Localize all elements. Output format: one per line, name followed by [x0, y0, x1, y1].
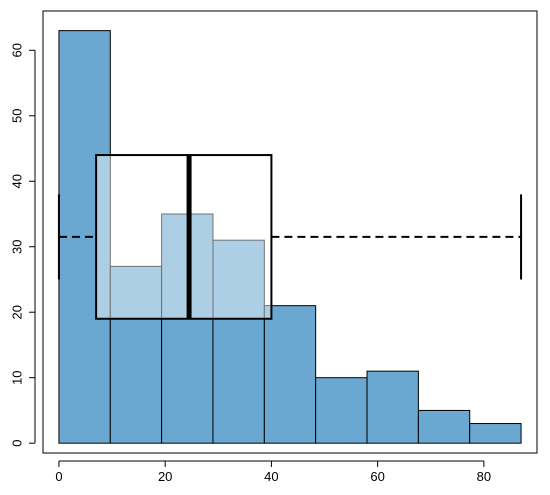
boxplot-overlay: [57, 154, 523, 320]
y-tick-label-3: 30: [9, 239, 24, 253]
y-axis: 0 10 20 30 40 50 60: [9, 43, 36, 447]
x-tick-label-4: 80: [477, 469, 491, 484]
y-tick-label-4: 40: [9, 174, 24, 188]
histogram-bar-1: [58, 30, 111, 444]
y-tick-label-2: 20: [9, 305, 24, 319]
x-tick-label-3: 60: [370, 469, 384, 484]
y-tick-label-5: 50: [9, 109, 24, 123]
x-axis: 0 20 40 60 80: [55, 460, 491, 484]
boxplot-iqr-box: [95, 154, 273, 320]
histogram-bar-7: [366, 370, 419, 444]
histogram-bar-8: [417, 409, 471, 444]
y-tick-label-0: 0: [9, 440, 24, 447]
y-tick-label-1: 10: [9, 370, 24, 384]
histogram-bar-9: [469, 423, 522, 444]
x-tick-label-2: 40: [264, 469, 278, 484]
histogram-bar-4: [212, 239, 265, 444]
histogram-bar-6: [315, 377, 368, 444]
plot-frame: [42, 10, 538, 454]
histogram-bar-5: [263, 305, 317, 444]
y-tick-label-6: 60: [9, 43, 24, 57]
histogram-bar-2: [109, 265, 163, 444]
x-tick-label-1: 20: [158, 469, 172, 484]
x-tick-label-0: 0: [55, 469, 62, 484]
